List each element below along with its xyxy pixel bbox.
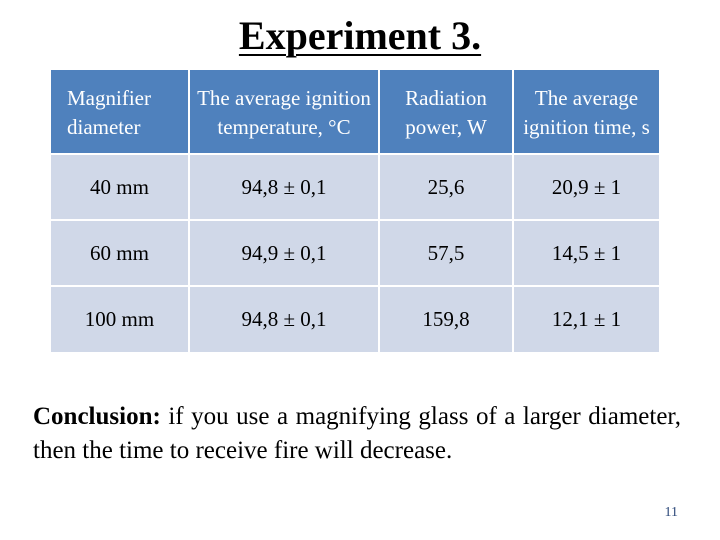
header-average-ignition-temperature: The average ignition temperature, °C xyxy=(189,70,380,154)
header-radiation-power: Radiation power, W xyxy=(379,70,514,154)
conclusion-paragraph: Conclusion: if you use a magnifying glas… xyxy=(33,400,681,468)
cell-temperature: 94,8 ± 0,1 xyxy=(189,153,380,220)
table-row: 40 mm 94,8 ± 0,1 25,6 20,9 ± 1 xyxy=(51,153,659,220)
conclusion-label: Conclusion: xyxy=(33,403,161,430)
table-row: 100 mm 94,8 ± 0,1 159,8 12,1 ± 1 xyxy=(51,285,659,352)
cell-power: 57,5 xyxy=(379,219,514,286)
header-magnifier-diameter: Magnifier diameter xyxy=(51,70,190,154)
cell-temperature: 94,9 ± 0,1 xyxy=(189,219,380,286)
cell-time: 14,5 ± 1 xyxy=(513,219,659,286)
conclusion-text: if you use a magnifying glass of a large… xyxy=(33,403,681,464)
results-table: Magnifier diameter The average ignition … xyxy=(51,70,659,352)
cell-temperature: 94,8 ± 0,1 xyxy=(189,285,380,352)
cell-diameter: 100 mm xyxy=(51,285,190,352)
cell-time: 12,1 ± 1 xyxy=(513,285,659,352)
slide-title: Experiment 3. xyxy=(238,13,482,58)
header-average-ignition-time: The average ignition time, s xyxy=(513,70,659,154)
cell-diameter: 60 mm xyxy=(51,219,190,286)
table-row: 60 mm 94,9 ± 0,1 57,5 14,5 ± 1 xyxy=(51,219,659,286)
cell-diameter: 40 mm xyxy=(51,153,190,220)
page-number: 11 xyxy=(664,505,678,520)
cell-time: 20,9 ± 1 xyxy=(513,153,659,220)
cell-power: 25,6 xyxy=(379,153,514,220)
table-header-row: Magnifier diameter The average ignition … xyxy=(51,70,659,154)
cell-power: 159,8 xyxy=(379,285,514,352)
